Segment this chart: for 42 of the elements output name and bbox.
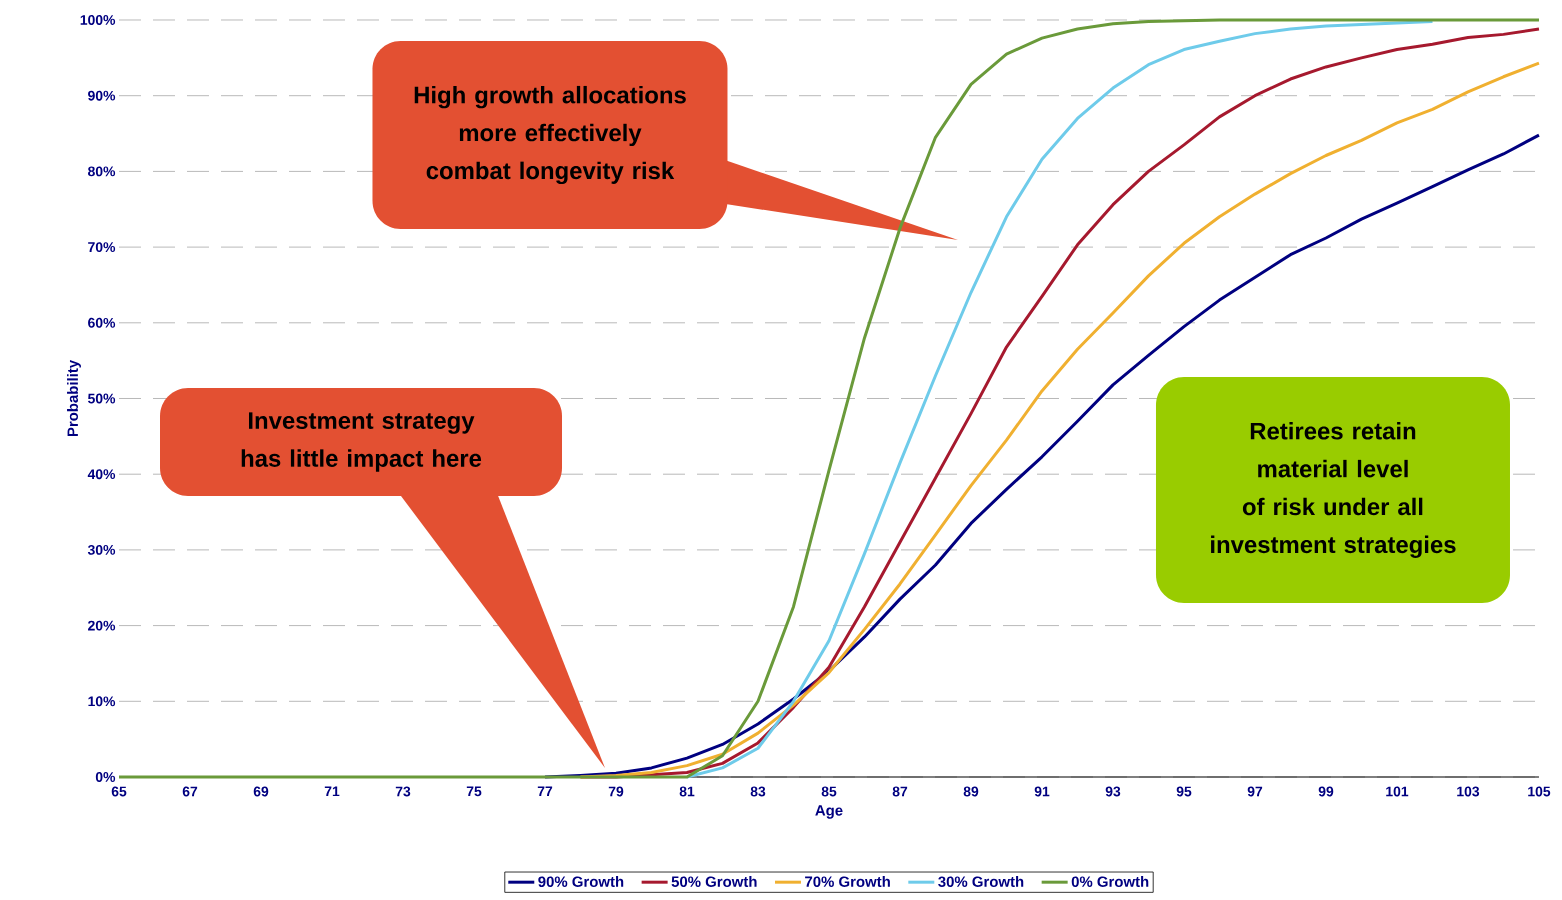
annotation: Investment strategy has little impact here [241, 412, 482, 472]
annotation: Retirees retain material level of risk under all investment strategies [1211, 422, 1456, 558]
x-tick-label: 93 [1105, 786, 1121, 797]
x-tick-label: 89 [963, 786, 979, 797]
y-tick-label: 70% [88, 242, 116, 253]
legend-label: 0% Growth [1071, 876, 1149, 887]
x-tick-label: 69 [253, 786, 269, 797]
x-tick-label: 85 [821, 786, 837, 797]
x-tick-label: 91 [1034, 786, 1050, 797]
y-tick-label: 40% [87, 469, 116, 480]
x-tick-label: 101 [1386, 786, 1409, 797]
x-tick-label: 73 [395, 786, 411, 797]
x-tick-label: 99 [1318, 786, 1334, 797]
legend-label: 50% Growth [671, 876, 757, 887]
x-tick-label: 71 [324, 786, 340, 797]
x-tick-label: 97 [1247, 786, 1263, 797]
x-tick-label: 77 [537, 786, 553, 797]
x-tick-label: 105 [1528, 786, 1551, 797]
y-tick-label: 90% [88, 90, 116, 101]
y-tick-label: 0% [95, 772, 116, 782]
x-tick-label: 81 [679, 786, 695, 797]
x-tick-label: 79 [608, 786, 624, 797]
legend-label: 30% Growth [938, 876, 1024, 888]
x-tick-label: 103 [1457, 786, 1480, 797]
x-tick-label: 67 [182, 786, 198, 797]
x-tick-label: 75 [466, 786, 482, 797]
x-tick-label: 83 [750, 786, 766, 797]
y-tick-label: 80% [88, 166, 116, 177]
x-tick-label: 65 [111, 786, 127, 797]
x-tick-label: 95 [1176, 786, 1192, 797]
y-tick-label: 100% [80, 15, 116, 25]
x-tick-label: 87 [892, 786, 908, 797]
y-tick-label: 50% [87, 393, 116, 404]
y-tick-label: 20% [88, 620, 116, 631]
y-axis-title: Probability [67, 359, 81, 437]
legend-label: 90% Growth [538, 876, 624, 887]
y-tick-label: 10% [88, 696, 116, 707]
y-tick-label: 30% [87, 544, 116, 555]
x-axis-title: Age [815, 805, 843, 819]
legend-label: 70% Growth [805, 876, 890, 887]
annotation: High growth allocations more effectively combat longevity risk [414, 85, 686, 185]
y-tick-label: 60% [88, 317, 116, 328]
